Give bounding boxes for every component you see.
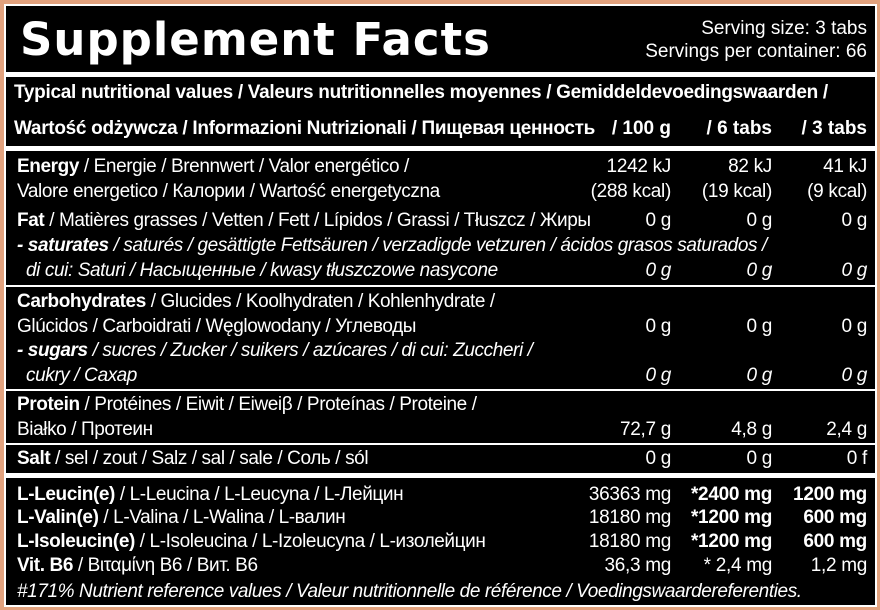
divider-thick — [6, 72, 875, 77]
column-header-6tabs: / 6 tabs — [706, 118, 772, 139]
value-6tabs-kcal: (19 kcal) — [701, 181, 772, 202]
serving-info: Serving size: 3 tabs Servings per contai… — [645, 17, 867, 63]
value-100g: 1242 kJ — [606, 156, 672, 177]
divider-thick — [6, 146, 875, 151]
divider-thick — [6, 473, 875, 478]
servings-per-container: Servings per container: 66 — [645, 41, 867, 62]
header: Supplement Facts Serving size: 3 tabs Se… — [6, 6, 875, 74]
footnote: #171% Nutrient reference values / Valeur… — [17, 581, 802, 602]
value-3tabs-kcal: (9 kcal) — [807, 181, 867, 202]
page-title: Supplement Facts — [20, 13, 491, 66]
serving-size: Serving size: 3 tabs — [701, 18, 867, 39]
caption-line-1: Typical nutritional values / Valeurs nut… — [14, 82, 828, 103]
column-header-100g: / 100 g — [611, 118, 671, 139]
nutrient-name: Energy — [17, 156, 80, 177]
divider-thin — [6, 443, 875, 445]
column-header-3tabs: / 3 tabs — [801, 118, 867, 139]
value-3tabs: 41 kJ — [823, 156, 867, 177]
value-100g-kcal: (288 kcal) — [590, 181, 672, 202]
divider-thin — [6, 285, 875, 287]
value-6tabs: 82 kJ — [728, 156, 772, 177]
supplement-facts-panel: Supplement Facts Serving size: 3 tabs Se… — [4, 4, 877, 607]
divider-thin — [6, 389, 875, 391]
caption-line-2: Wartość odżywcza / Informazioni Nutrizio… — [14, 118, 596, 139]
